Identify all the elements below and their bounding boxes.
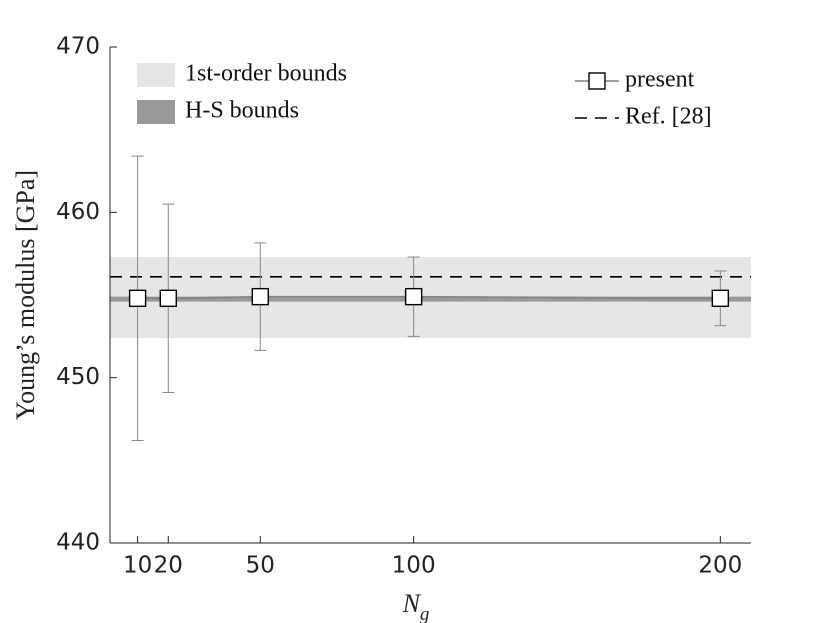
bound-band <box>110 296 751 302</box>
legend-label: Ref. [28] <box>625 104 712 130</box>
legend-marker <box>588 72 606 90</box>
legend-swatch <box>137 63 175 87</box>
marker <box>404 287 423 306</box>
legend-label: H-S bounds <box>185 98 299 124</box>
legend-label: 1st-order bounds <box>185 61 347 87</box>
y-tick-label: 440 <box>56 530 100 556</box>
x-tick-label: 50 <box>246 553 275 579</box>
x-tick-label: 10 <box>123 553 152 579</box>
x-label-main: N <box>402 589 422 618</box>
x-tick-label: 200 <box>698 553 742 579</box>
legend-label: present <box>625 67 695 93</box>
marker <box>128 289 147 308</box>
y-axis-label: Young’s modulus [GPa] <box>11 170 40 420</box>
x-axis-label: Ng <box>402 589 430 623</box>
marker <box>159 289 177 308</box>
y-tick-label: 460 <box>56 199 100 225</box>
x-tick-label: 20 <box>154 553 183 579</box>
x-tick-label: 100 <box>392 553 436 579</box>
x-label-sub: g <box>420 604 430 623</box>
marker <box>251 287 269 306</box>
marker <box>711 289 730 308</box>
y-tick-label: 450 <box>56 364 100 390</box>
y-tick-label: 470 <box>56 34 100 60</box>
legend-swatch <box>137 100 175 124</box>
